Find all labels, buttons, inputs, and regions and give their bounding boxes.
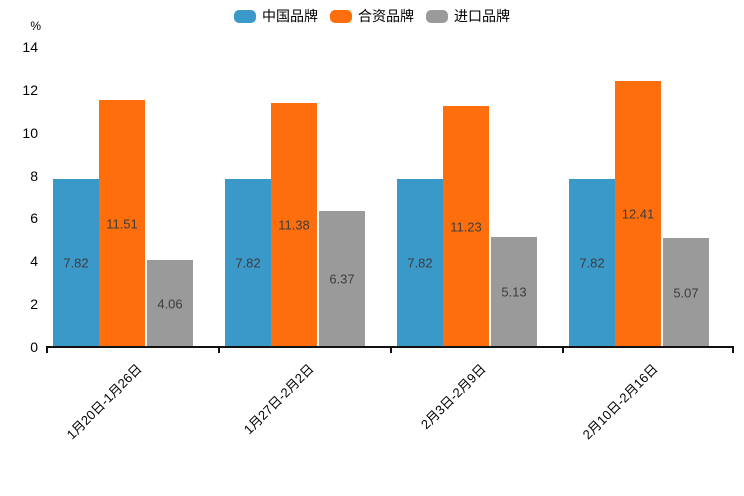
bar-china-brand-g4: 7.82 xyxy=(569,179,615,347)
bar-joint-venture-brand-g4: 12.41 xyxy=(615,81,661,347)
y-axis-tick-label: 14 xyxy=(22,39,38,55)
bar-value-label: 11.23 xyxy=(450,219,482,235)
x-axis-label-2: 1月27日-2月2日 xyxy=(240,361,317,438)
y-axis-tick-label: 2 xyxy=(30,296,38,313)
legend-item-china-brand: 中国品牌 xyxy=(234,8,318,24)
bar-imported-brand-g3: 5.13 xyxy=(491,237,537,347)
legend-item-joint-venture-brand: 合资品牌 xyxy=(330,8,414,24)
chart-legend: 中国品牌 合资品牌 进口品牌 xyxy=(0,8,744,24)
x-axis-tick xyxy=(218,348,220,353)
y-axis-tick-label: 8 xyxy=(30,167,38,184)
bar-group-1: 7.82 11.51 4.06 xyxy=(46,47,218,347)
bar-imported-brand-g2: 6.37 xyxy=(319,210,365,347)
bar-imported-brand-g4: 5.07 xyxy=(663,238,709,347)
bar-group-3: 7.82 11.23 5.13 xyxy=(390,47,562,347)
y-axis-tick-label: 6 xyxy=(30,210,38,227)
bar-value-label: 5.13 xyxy=(501,284,527,300)
x-axis-label-1: 1月20日-1月26日 xyxy=(63,361,145,443)
bar-joint-venture-brand-g1: 11.51 xyxy=(99,100,145,347)
legend-item-imported-brand: 进口品牌 xyxy=(426,8,510,24)
legend-label: 进口品牌 xyxy=(454,8,510,24)
bar-china-brand-g1: 7.82 xyxy=(53,179,99,347)
bar-group-4: 7.82 12.41 5.07 xyxy=(562,47,734,347)
bar-value-label: 11.38 xyxy=(278,217,310,233)
x-axis-tick xyxy=(732,348,734,353)
x-axis-line xyxy=(46,346,734,348)
bar-joint-venture-brand-g3: 11.23 xyxy=(443,106,489,347)
legend-swatch-imported-brand xyxy=(426,9,448,23)
bar-value-label: 7.82 xyxy=(407,255,433,271)
y-axis-tick-label: 4 xyxy=(30,253,38,270)
bar-group-2: 7.82 11.38 6.37 xyxy=(218,47,390,347)
x-axis-tick xyxy=(390,348,392,353)
x-axis-tick xyxy=(46,348,48,353)
x-axis-label-3: 2月3日-2月9日 xyxy=(417,361,489,433)
bar-value-label: 6.37 xyxy=(329,271,355,287)
legend-swatch-china-brand xyxy=(234,9,256,23)
legend-label: 合资品牌 xyxy=(358,8,414,24)
bar-value-label: 5.07 xyxy=(673,285,699,301)
x-axis-label-4: 2月10日-2月16日 xyxy=(579,361,661,443)
x-axis-tick xyxy=(562,348,564,353)
y-axis-tick-label: 12 xyxy=(22,81,38,98)
plot-area: 7.82 11.51 4.06 1月20日-1月26日 7.82 11.38 6.37 1月2… xyxy=(46,47,734,442)
bar-china-brand-g3: 7.82 xyxy=(397,179,443,347)
bar-value-label: 7.82 xyxy=(579,255,605,271)
bar-value-label: 11.51 xyxy=(106,216,138,232)
y-axis-unit-label: % xyxy=(30,19,41,33)
bar-joint-venture-brand-g2: 11.38 xyxy=(271,103,317,347)
legend-swatch-joint-venture-brand xyxy=(330,9,352,23)
bar-value-label: 12.41 xyxy=(621,206,655,222)
legend-label: 中国品牌 xyxy=(262,8,318,24)
bar-value-label: 7.82 xyxy=(235,255,261,271)
y-axis-tick-label: 10 xyxy=(22,124,38,141)
bar-china-brand-g2: 7.82 xyxy=(225,179,271,347)
bar-value-label: 4.06 xyxy=(157,296,183,311)
bar-value-label: 7.82 xyxy=(63,255,89,271)
bar-imported-brand-g1: 4.06 xyxy=(147,260,193,347)
y-axis-tick-label: 0 xyxy=(30,339,38,355)
